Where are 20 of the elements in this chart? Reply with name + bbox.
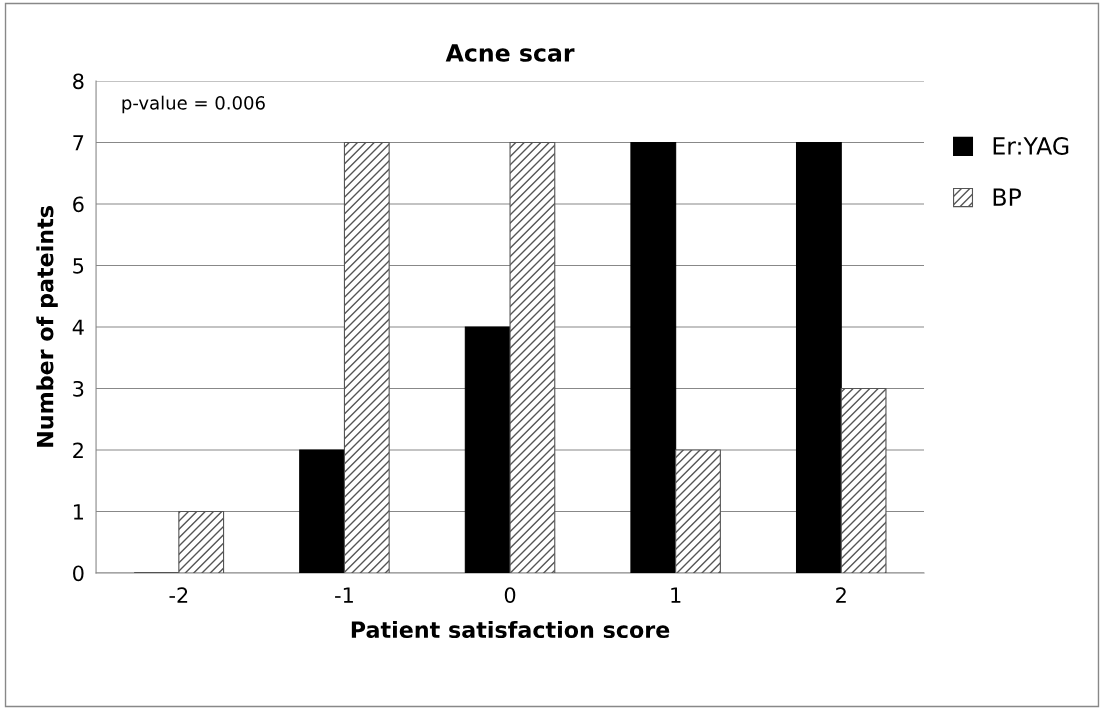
y-tick-label: 4 bbox=[72, 319, 84, 335]
x-tick-label: -1 bbox=[335, 587, 353, 603]
x-tick-label: -2 bbox=[169, 587, 188, 603]
x-tick-label: 1 bbox=[671, 587, 681, 603]
x-tick-label: 0 bbox=[504, 587, 516, 603]
y-tick-label: 0 bbox=[73, 565, 84, 582]
y-tick-label: 1 bbox=[73, 504, 84, 520]
y-tick-label: 2 bbox=[73, 442, 83, 458]
legend-label: BP bbox=[993, 188, 1021, 206]
y-tick-label: 6 bbox=[73, 196, 84, 213]
x-tick-label: 2 bbox=[836, 587, 846, 603]
y-tick-label: 8 bbox=[73, 73, 84, 90]
annotation: p-value = 0.006 bbox=[122, 95, 265, 114]
y-tick-label: 7 bbox=[73, 135, 84, 151]
chart-title: Acne scar bbox=[445, 44, 575, 62]
y-axis-title: Number of pateints bbox=[36, 206, 58, 447]
x-axis-title: Patient satisfaction score bbox=[351, 620, 670, 639]
y-tick-label: 5 bbox=[73, 258, 84, 274]
y-tick-label: 3 bbox=[73, 380, 84, 397]
legend-label: Er:YAG bbox=[993, 137, 1069, 155]
